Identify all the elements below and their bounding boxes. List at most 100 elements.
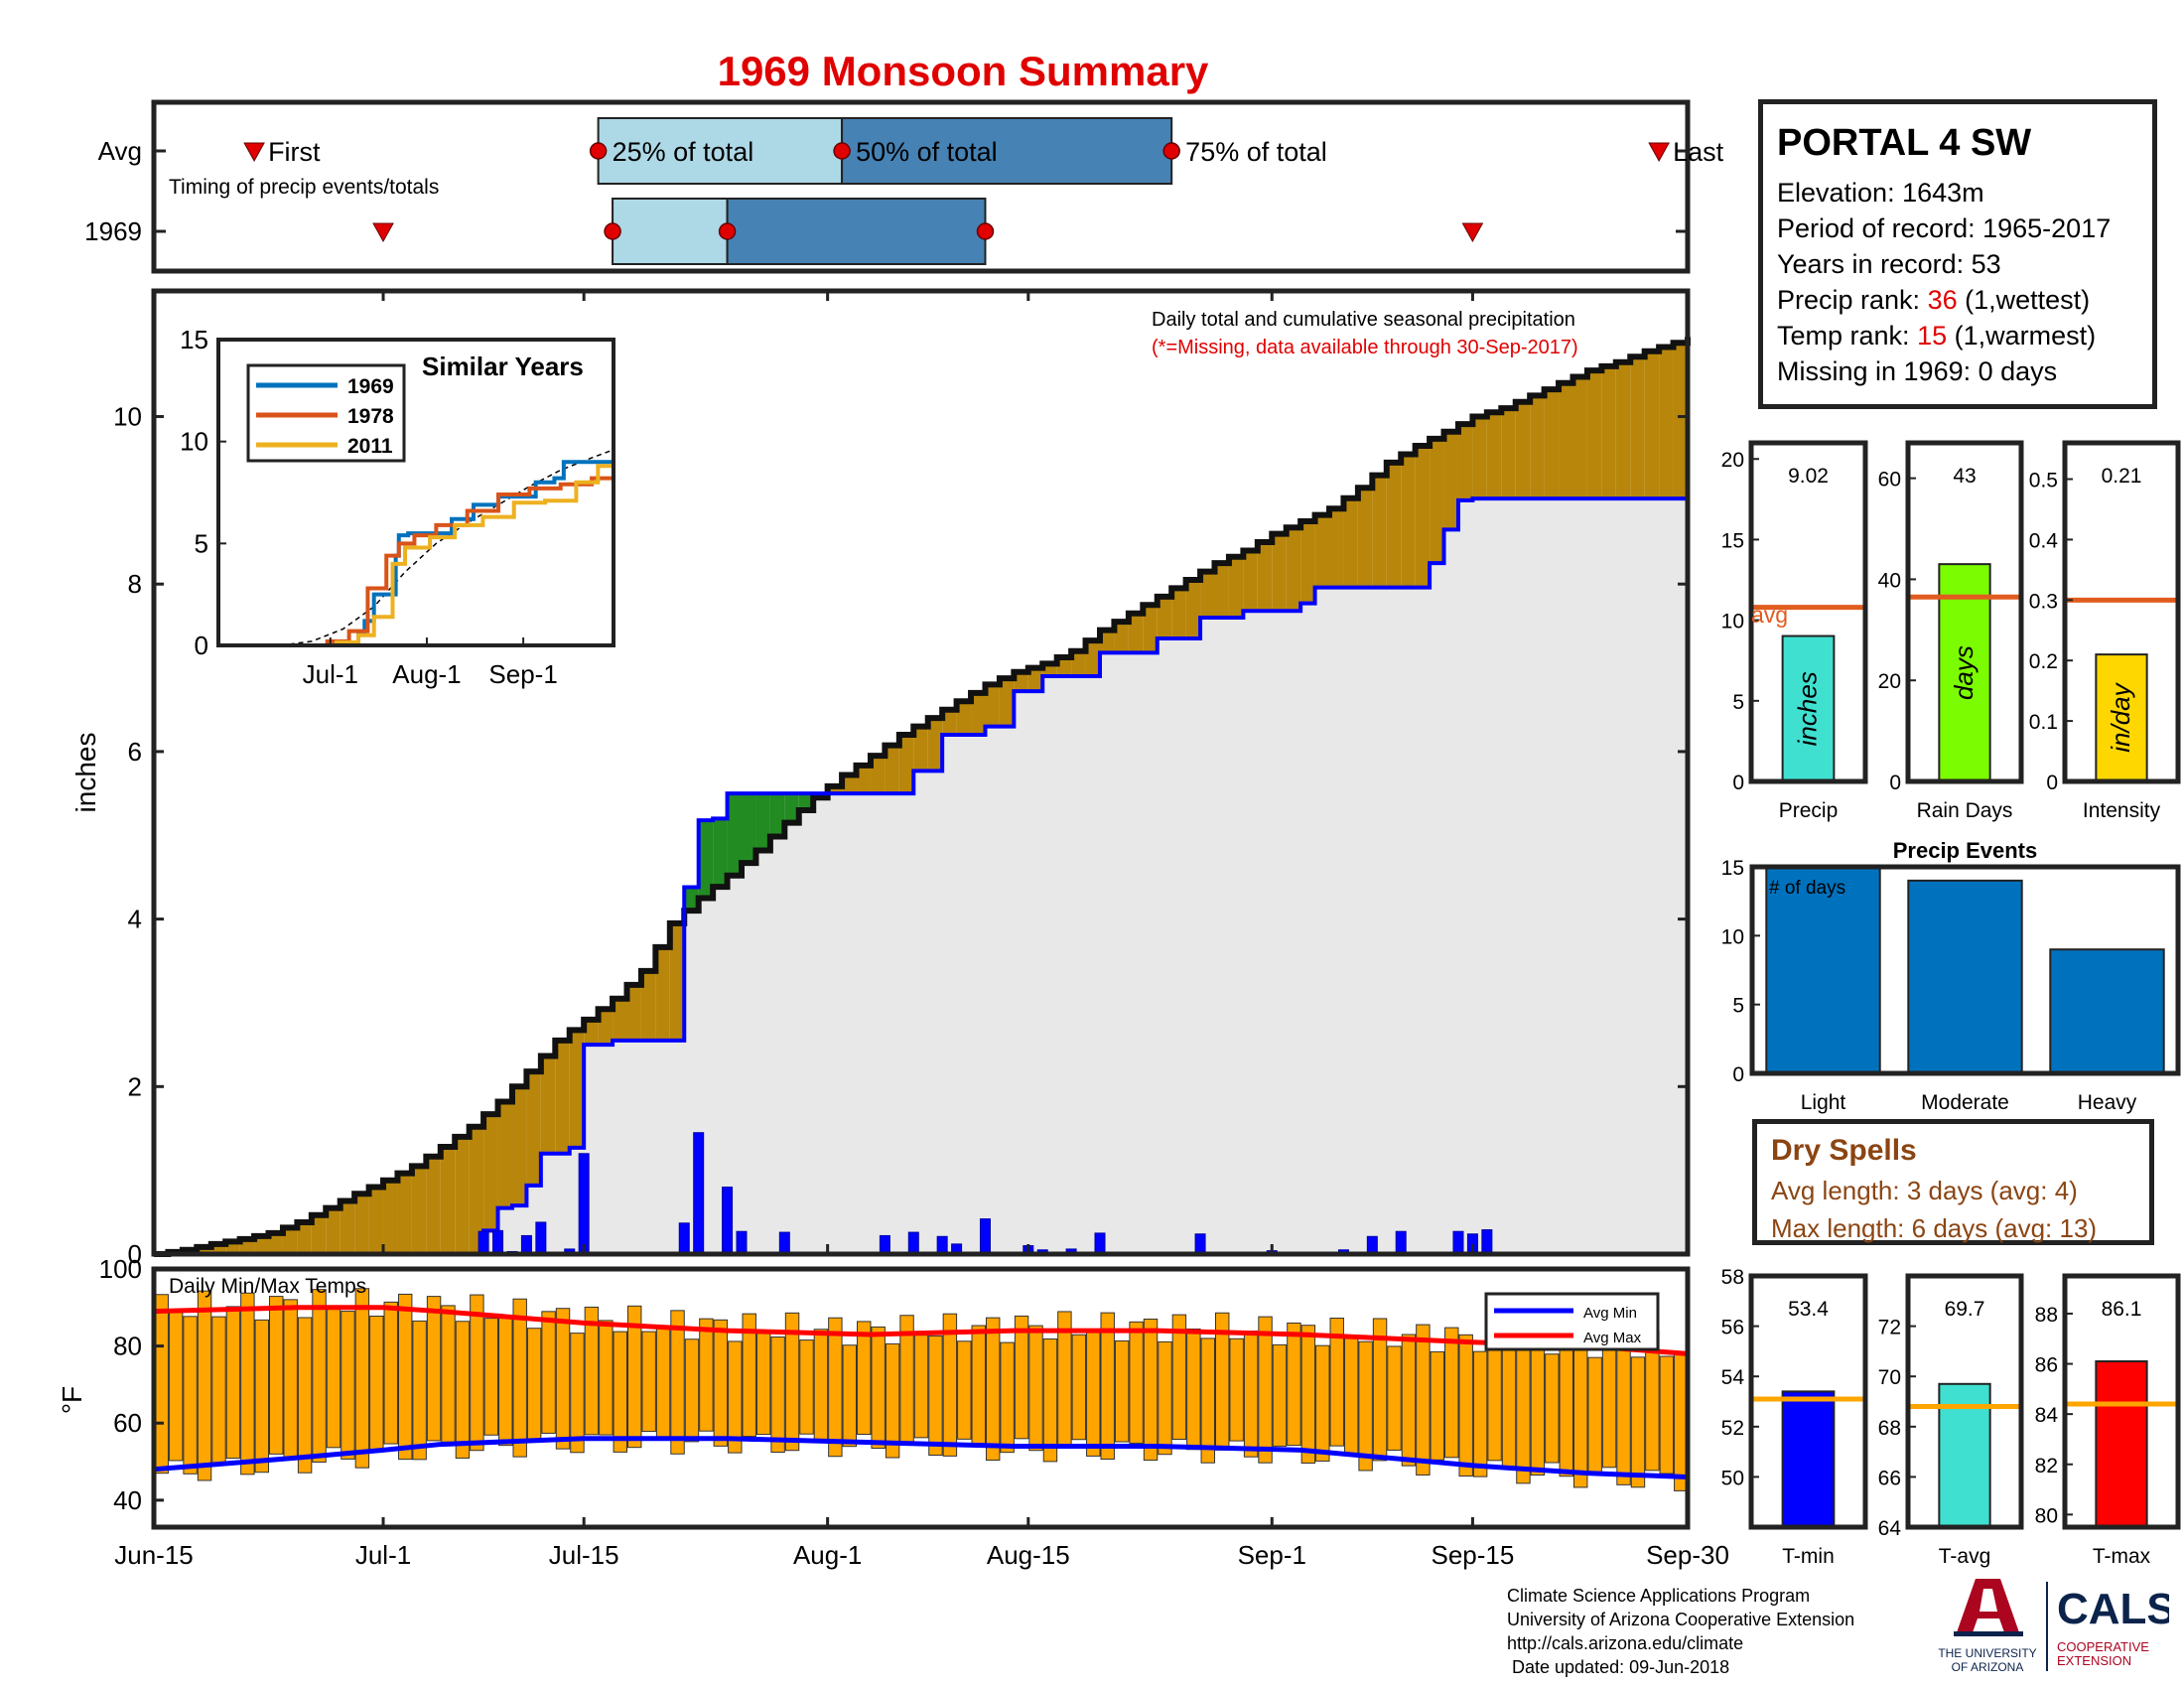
daily-temp-bar <box>570 1333 585 1454</box>
deficit-fill <box>1228 556 1244 618</box>
surplus-fill <box>713 818 728 888</box>
similar-legend-frame <box>246 363 406 463</box>
deficit-fill <box>1601 365 1616 499</box>
daily-temp-bar <box>1458 1334 1473 1477</box>
precip-panel-frame <box>151 288 1691 1257</box>
rain-days-frame <box>1905 440 2024 784</box>
precip-note: (*=Missing, data available through 30-Se… <box>1152 337 1578 358</box>
deficit-fill <box>426 1156 441 1254</box>
daily-temp-bar <box>1416 1324 1431 1476</box>
deficit-fill <box>985 684 1000 727</box>
daily-precip-bar <box>979 1218 991 1255</box>
daily-precip-bar <box>478 1230 489 1255</box>
daily-temp-bar <box>641 1331 656 1433</box>
daily-precip-bar <box>907 1231 919 1255</box>
daily-temp-bar <box>613 1331 627 1453</box>
deficit-fill <box>1644 351 1660 499</box>
deficit-fill <box>469 1126 484 1254</box>
t-min-frame <box>1748 1273 1868 1530</box>
deficit-fill <box>956 701 972 736</box>
deficit-fill <box>1486 412 1502 499</box>
precip-event-bar <box>1907 879 2023 1074</box>
deficit-fill <box>1300 520 1315 604</box>
daily-temp-bar <box>154 1294 169 1475</box>
precip-total-frame <box>1748 440 1868 784</box>
daily-precip-bar <box>1452 1230 1464 1255</box>
deficit-fill <box>927 718 943 772</box>
station-missing: Missing in 1969: 0 days <box>1777 356 2058 386</box>
inset-x-tick-label: Sep-1 <box>488 659 557 689</box>
daily-temp-bar <box>755 1330 771 1436</box>
daily-temp-bar <box>1171 1314 1187 1441</box>
deficit-fill <box>942 709 957 736</box>
deficit-fill <box>239 1238 255 1254</box>
daily-temp-bar <box>412 1320 427 1461</box>
deficit-fill <box>1257 542 1273 612</box>
t-max-bar <box>2095 1360 2148 1529</box>
daily-temp-bar <box>1329 1318 1344 1447</box>
intensity-category: Intensity <box>2083 799 2161 822</box>
daily-precip-bar <box>722 1187 734 1255</box>
daily-temp-bar <box>684 1338 700 1443</box>
y-tick-label: 4 <box>128 905 142 934</box>
footer-line: Date updated: 09-Jun-2018 <box>1507 1657 1730 1677</box>
station-period: Period of record: 1965-2017 <box>1777 213 2112 243</box>
precip-total-tick-label: 15 <box>1721 529 1744 552</box>
precip-events-annotation: # of days <box>1769 878 1845 899</box>
daily-temp-bar <box>1444 1327 1459 1459</box>
deficit-fill <box>326 1207 341 1254</box>
t-avg-category: T-avg <box>1939 1545 1991 1568</box>
deficit-fill <box>1085 640 1100 676</box>
t-avg-frame <box>1905 1273 2024 1530</box>
timeline-first-last-marker <box>1461 222 1484 243</box>
inset-x-tick-label: Aug-1 <box>392 659 461 689</box>
similar-avg-line <box>280 449 614 646</box>
deficit-fill <box>1200 571 1215 618</box>
timeline-frame <box>151 99 1691 274</box>
rain-days-category: Rain Days <box>1917 799 2013 822</box>
precip-events-tick-label: 0 <box>1732 1063 1744 1086</box>
avg-min-line <box>153 1436 1689 1480</box>
inset-x-tick-label: Jul-1 <box>303 659 358 689</box>
precip-total-tick-label: 10 <box>1721 611 1744 633</box>
daily-temp-bar <box>1028 1325 1043 1452</box>
intensity-tick-label: 0.5 <box>2029 470 2058 492</box>
t-avg-tick-label: 66 <box>1878 1467 1901 1489</box>
daily-temp-bar <box>1430 1350 1445 1461</box>
surplus-fill <box>727 793 743 876</box>
deficit-fill <box>1572 376 1587 499</box>
daily-temp-bar <box>913 1335 929 1439</box>
t-max-tick-label: 84 <box>2035 1404 2059 1427</box>
daily-temp-bar <box>1287 1322 1301 1447</box>
daily-precip-bar <box>1094 1232 1106 1255</box>
daily-temp-bar <box>871 1326 886 1450</box>
rain-days-tick-label: 40 <box>1878 569 1901 592</box>
daily-temp-bar <box>326 1308 341 1449</box>
precip-event-bar <box>1765 866 1881 1074</box>
daily-temp-bar <box>957 1340 972 1440</box>
daily-temp-bar <box>397 1293 413 1461</box>
surplus-fill <box>784 793 799 823</box>
timeline-percentile-dot <box>718 222 737 240</box>
deficit-fill <box>497 1101 512 1208</box>
temp-legend-frame <box>1484 1292 1660 1351</box>
timeline-box-25-50 <box>612 198 729 265</box>
daily-temp-bar <box>1143 1318 1159 1462</box>
deficit-fill <box>1630 356 1645 499</box>
t-min-tick-label: 52 <box>1721 1417 1744 1440</box>
daily-temp-bar <box>842 1344 858 1448</box>
daily-temp-bar <box>1100 1312 1115 1460</box>
daily-temp-bar <box>541 1311 556 1434</box>
precip-rank-note: (1,wettest) <box>1957 285 2091 315</box>
deficit-fill <box>999 678 1015 727</box>
precip-total-tick-label: 20 <box>1721 449 1744 472</box>
daily-precip-bar <box>1395 1230 1407 1255</box>
precip-total-tick-label: 0 <box>1732 772 1744 794</box>
surplus-fill <box>755 793 770 851</box>
deficit-fill <box>827 785 843 794</box>
temp-rank-value: 15 <box>1917 321 1948 351</box>
temp-rank-label: Temp rank: <box>1777 321 1918 351</box>
daily-temp-bar <box>1572 1332 1588 1488</box>
deficit-fill <box>898 735 914 794</box>
daily-temp-bar <box>1114 1339 1130 1443</box>
